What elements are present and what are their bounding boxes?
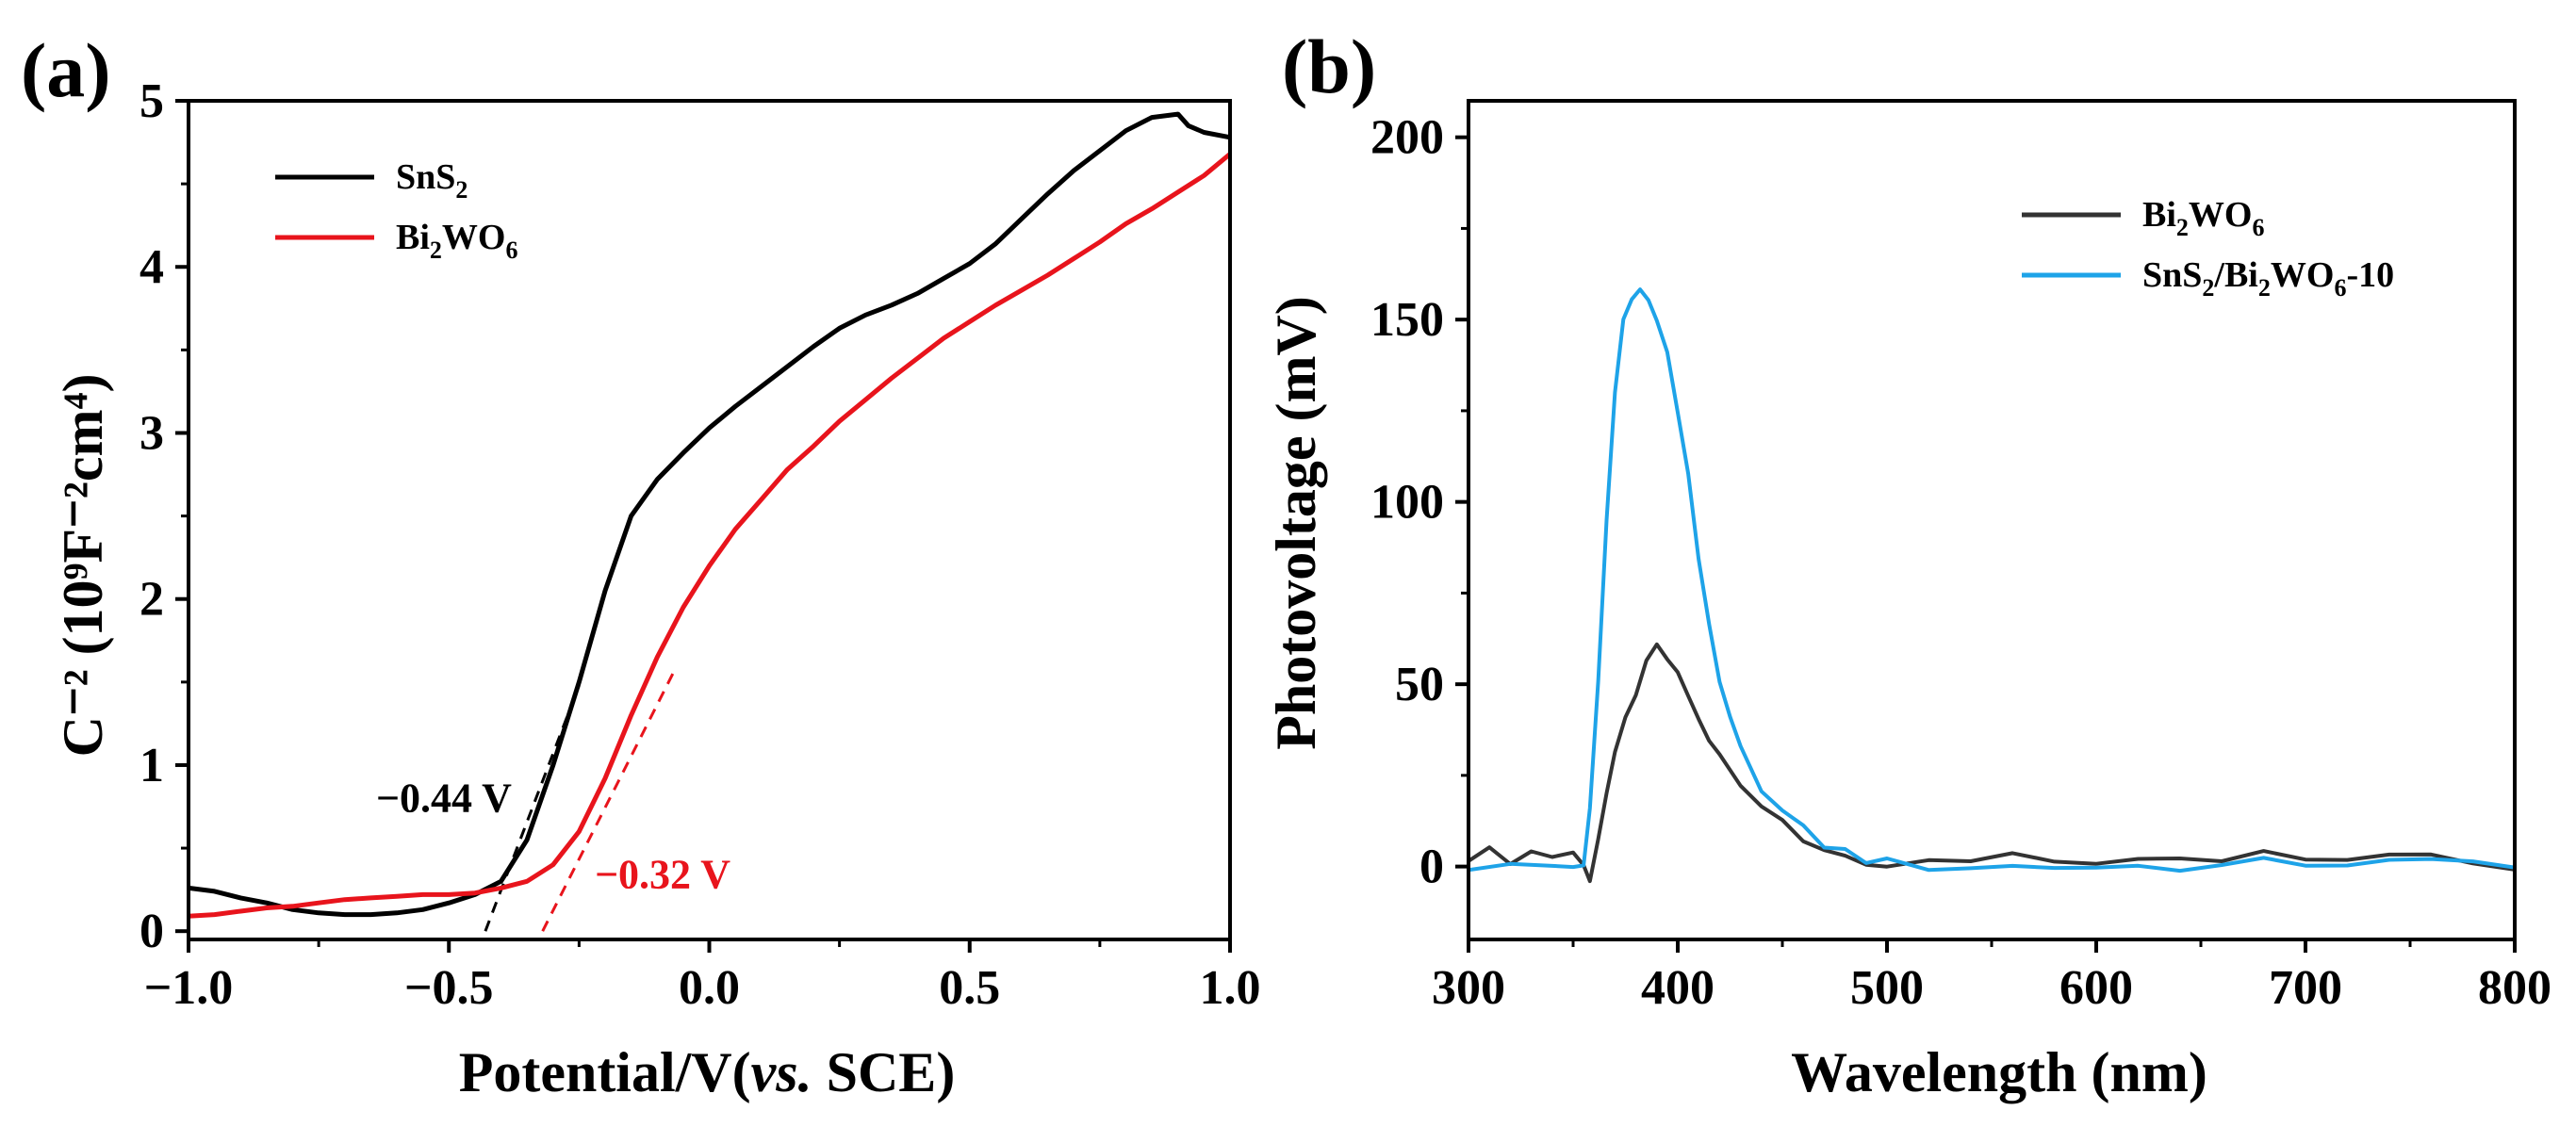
series-line	[189, 111, 1230, 918]
annotation-label: −0.32 V	[595, 851, 730, 897]
panel-a-frame	[187, 99, 1232, 941]
x-tick-label: 1.0	[1200, 961, 1261, 1015]
legend-label: SnS2/Bi2WO6-10	[2142, 255, 2394, 302]
panel-b-frame	[1467, 99, 2517, 941]
panel-b-label: (b)	[1282, 24, 1376, 109]
y-tick-label: 1	[139, 739, 164, 792]
panel-a-y-axis-label-group: C⁻² (10⁹F⁻²cm⁴)	[52, 374, 114, 758]
y-tick-label: 200	[1370, 111, 1444, 165]
y-tick-label: 4	[139, 240, 164, 294]
annotation-label: −0.44 V	[376, 775, 512, 821]
y-tick-label: 5	[139, 74, 164, 128]
panel-b-plot-area: 300 400 500 600 700 800 0 50 100 150 200	[1370, 111, 2551, 1015]
legend-label: Bi2WO6	[2142, 195, 2264, 241]
panel-a-y-axis-label: C⁻² (10⁹F⁻²cm⁴)	[52, 374, 114, 758]
y-tick-label: 0	[1419, 841, 1444, 894]
tangent-line	[541, 673, 675, 932]
panel-a-legend: SnS2 Bi2WO6	[275, 157, 517, 264]
y-tick-label: 2	[139, 573, 164, 627]
y-tick-label: 50	[1395, 658, 1444, 711]
x-tick-label: 400	[1641, 961, 1715, 1015]
x-tick-label: −1.0	[144, 961, 234, 1015]
y-tick-label: 0	[139, 905, 164, 958]
panel-a: (a) C⁻² (10⁹F⁻²cm⁴) Potential/V(vs. SCE)…	[21, 27, 1261, 1103]
x-tick-label: 0.5	[939, 961, 1000, 1015]
series-line	[189, 152, 1230, 919]
panel-b: (b) Photovoltage (mV) Wavelength (nm) 30…	[1265, 24, 2551, 1103]
legend-label: Bi2WO6	[396, 218, 517, 264]
x-tick-label: 600	[2059, 961, 2133, 1015]
panel-a-x-axis-label: Potential/V(vs. SCE)	[459, 1041, 956, 1103]
panel-b-y-axis-label: Photovoltage (mV)	[1265, 296, 1327, 750]
x-tick-label: 800	[2478, 961, 2551, 1015]
panel-b-legend: Bi2WO6 SnS2/Bi2WO6-10	[2022, 195, 2394, 302]
y-tick-label: 3	[139, 406, 164, 460]
x-tick-label: 300	[1432, 961, 1505, 1015]
series-line	[1468, 642, 2515, 884]
x-tick-label: −0.5	[404, 961, 494, 1015]
series-line	[1468, 287, 2515, 874]
panel-a-plot-area: −1.0 −0.5 0.0 0.5 1.0 0 1 2 3 4 5 −0.44 V −0.32 V	[139, 74, 1261, 1015]
y-tick-label: 100	[1370, 476, 1444, 530]
y-tick-label: 150	[1370, 293, 1444, 347]
panel-a-label: (a)	[21, 27, 111, 113]
panel-b-x-axis-label: Wavelength (nm)	[1791, 1041, 2207, 1103]
legend-label: SnS2	[396, 157, 468, 204]
x-tick-label: 500	[1850, 961, 1924, 1015]
x-tick-label: 700	[2269, 961, 2342, 1015]
x-tick-label: 0.0	[679, 961, 740, 1015]
